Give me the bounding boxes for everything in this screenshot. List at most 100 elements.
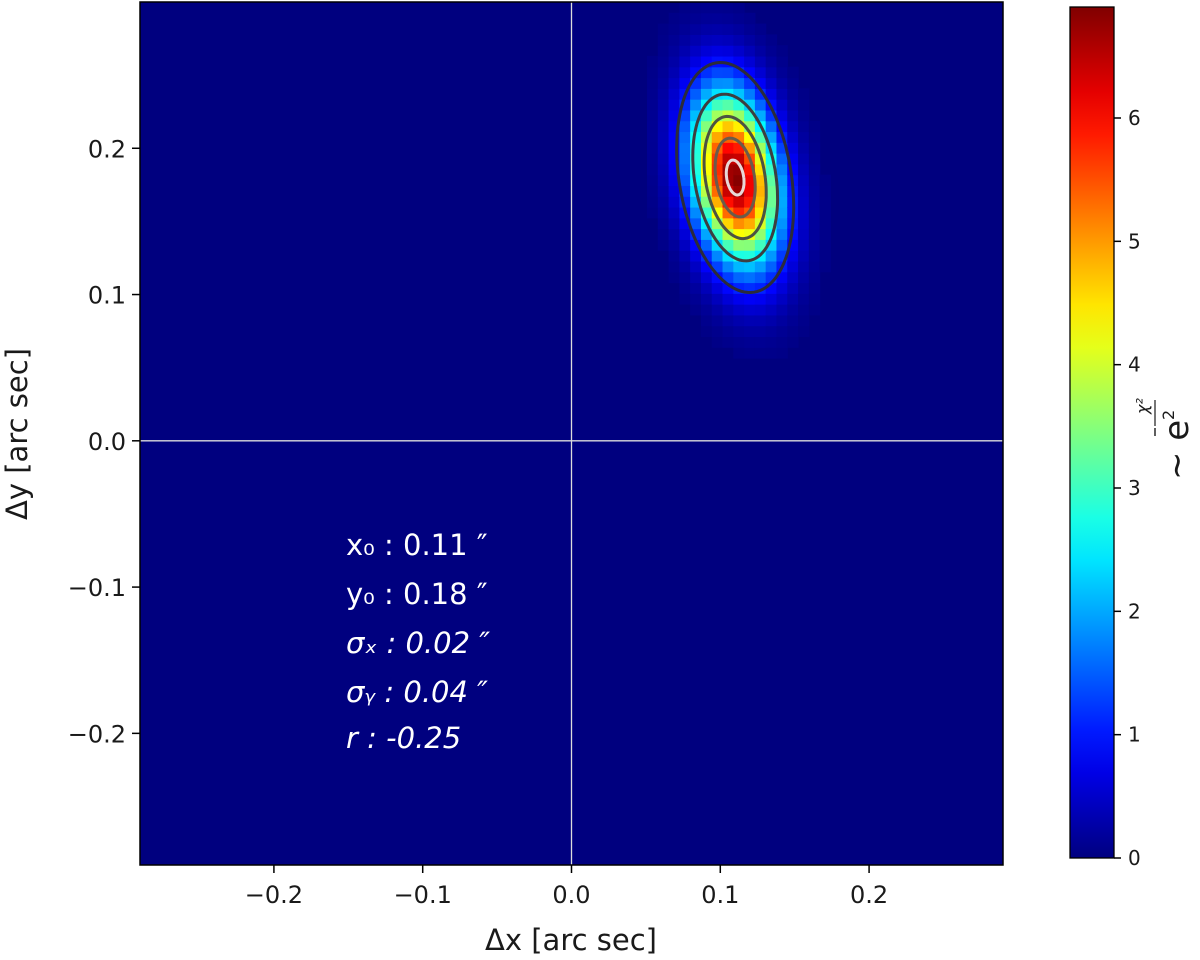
heatmap-cell: [744, 34, 756, 46]
heatmap-cell: [679, 239, 691, 251]
heatmap-cell: [733, 304, 745, 316]
colorbar-tick-label: 4: [1128, 353, 1141, 377]
heatmap-cell: [700, 153, 713, 165]
heatmap-cell: [808, 228, 821, 240]
heatmap-cell: [808, 142, 821, 154]
heatmap-cell: [647, 55, 659, 68]
heatmap-cell: [668, 131, 680, 143]
heatmap-cell: [647, 66, 659, 79]
heatmap-cell: [776, 153, 788, 165]
heatmap-cell: [711, 131, 724, 143]
heatmap-cell: [776, 217, 788, 230]
heatmap-cell: [679, 196, 691, 208]
heatmap-cell: [679, 142, 691, 154]
heatmap-cell: [690, 228, 702, 240]
heatmap-cell: [668, 12, 680, 25]
heatmap-cell: [754, 45, 767, 57]
heatmap-cell: [765, 77, 778, 89]
heatmap-cell: [700, 293, 713, 305]
heatmap-cell: [776, 228, 788, 240]
heatmap-cell: [711, 34, 724, 46]
heatmap-cell: [798, 109, 810, 122]
heatmap-cell: [787, 304, 799, 316]
heatmap-cell: [668, 23, 680, 35]
heatmap-cell: [733, 260, 745, 273]
heatmap-cell: [722, 217, 734, 230]
heatmap-cell: [776, 77, 788, 89]
colorbar-tick-label: 1: [1128, 723, 1141, 747]
heatmap-cell: [765, 282, 778, 294]
heatmap-cell: [776, 250, 788, 262]
heatmap-cell: [668, 120, 680, 133]
heatmap-cell: [668, 34, 680, 46]
heatmap-cell: [798, 239, 810, 251]
heatmap-cell: [647, 185, 659, 197]
heatmap-cell: [808, 217, 821, 230]
heatmap-cell: [787, 163, 799, 176]
heatmap-cell: [722, 304, 734, 316]
heatmap-cell: [733, 142, 745, 154]
heatmap-cell: [679, 23, 691, 35]
heatmap-cell: [668, 174, 680, 186]
heatmap-cell: [657, 99, 670, 111]
heatmap-cell: [733, 347, 745, 359]
heatmap-cell: [754, 260, 767, 273]
heatmap-cell: [722, 34, 734, 46]
heatmap-cell: [744, 282, 756, 294]
heatmap-cell: [711, 239, 724, 251]
heatmap-cell: [722, 260, 734, 273]
heatmap-cell: [733, 120, 745, 133]
heatmap-cell: [711, 336, 724, 348]
heatmap-cell: [733, 293, 745, 305]
heatmap-cell: [668, 196, 680, 208]
heatmap-cell: [765, 131, 778, 143]
y-tick-label: 0.2: [88, 135, 126, 163]
heatmap-cell: [808, 206, 821, 219]
heatmap-cell: [744, 109, 756, 122]
heatmap-cell: [744, 239, 756, 251]
heatmap-cell: [657, 45, 670, 57]
heatmap-cell: [798, 120, 810, 133]
heatmap-cell: [690, 196, 702, 208]
heatmap-cell: [798, 217, 810, 230]
heatmap-cell: [754, 163, 767, 176]
heatmap-cell: [808, 120, 821, 133]
heatmap-cell: [657, 206, 670, 219]
heatmap-cell: [679, 282, 691, 294]
heatmap-cell: [733, 217, 745, 230]
heatmap-cell: [819, 239, 831, 251]
heatmap-cell: [776, 109, 788, 122]
heatmap-cell: [722, 23, 734, 35]
contour-line: [713, 136, 757, 219]
heatmap-cell: [798, 131, 810, 143]
heatmap-cell: [787, 142, 799, 154]
heatmap-cell: [754, 185, 767, 197]
heatmap-cell: [744, 174, 756, 186]
heatmap-cell: [733, 88, 745, 100]
heatmap-cell: [819, 185, 831, 197]
heatmap-cell: [776, 282, 788, 294]
heatmap-cell: [722, 2, 734, 14]
x-tick-label: 0.2: [850, 881, 888, 909]
heatmap-cell: [733, 163, 745, 176]
heatmap-cell: [819, 174, 831, 186]
heatmap-cell: [744, 293, 756, 305]
colorbar-tick-label: 5: [1128, 229, 1141, 253]
heatmap-cell: [787, 260, 799, 273]
heatmap-cell: [711, 77, 724, 89]
heatmap-cell: [765, 314, 778, 327]
heatmap-cell: [765, 109, 778, 122]
heatmap-cell: [776, 336, 788, 348]
y-axis-ticks: 0.2 0.1 0.0 −0.1 −0.2: [68, 135, 140, 748]
heatmap-cell: [754, 239, 767, 251]
heatmap-cell: [776, 45, 788, 57]
heatmap-cell: [754, 174, 767, 186]
heatmap-cell: [722, 45, 734, 57]
x-tick-label: −0.2: [245, 881, 303, 909]
heatmap-cell: [657, 217, 670, 230]
heatmap-cell: [679, 271, 691, 284]
heatmap-cell: [776, 293, 788, 305]
heatmap-cell: [647, 153, 659, 165]
heatmap-cell: [690, 12, 702, 25]
heatmap-cell: [711, 153, 724, 165]
